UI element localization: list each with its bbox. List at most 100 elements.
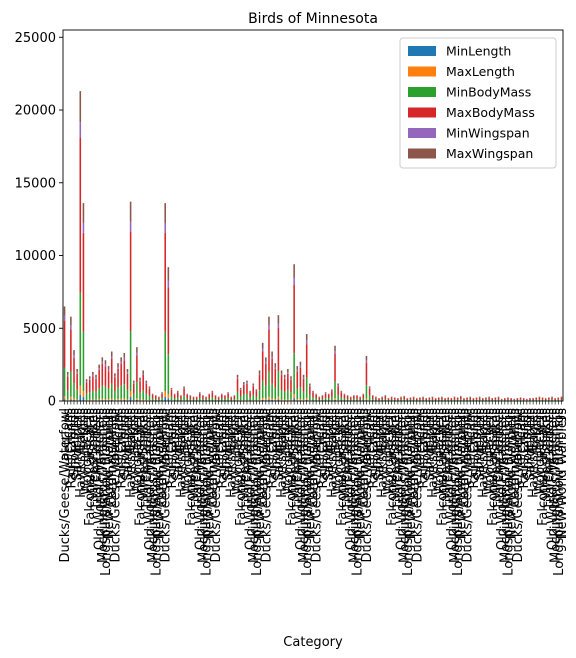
bar-segment-maxwingspan (76, 368, 78, 373)
x-tick-label: Pelicans (363, 408, 378, 461)
x-tick-label: Hawks/Eagles (527, 408, 542, 498)
bar-segment-maxbodymass (249, 392, 251, 398)
x-tick-label: Tits/Chickadees (442, 408, 457, 511)
x-tick-label: Woodpeckers (281, 408, 296, 495)
x-axis-label: Category (283, 635, 343, 650)
x-tick-label: Vireos/Shrikes (539, 408, 554, 500)
bar-segment-maxbodymass (239, 389, 242, 397)
bar-segment-maxlength (274, 399, 277, 401)
x-tick-label: Tits/Chickadees (542, 408, 557, 511)
bar-segment-maxbodymass (431, 397, 434, 400)
bar-segment-minwingspan (249, 391, 251, 393)
bar-segment-minwingspan (176, 391, 179, 393)
bar-segment-maxbodymass (66, 376, 69, 391)
bar-segment-maxlength (66, 399, 69, 401)
x-tick-label: Cardinals/Allies (307, 408, 322, 508)
bar-segment-maxbodymass (340, 392, 343, 398)
bar-segment-maxwingspan (277, 315, 280, 324)
x-tick-label: Hawks/Eagles (376, 408, 391, 498)
bar-segment-minbodymass (246, 393, 248, 400)
bar-segment-maxwingspan (167, 267, 170, 281)
bar-segment-maxwingspan (202, 395, 204, 396)
bar-segment-maxlength (145, 399, 148, 401)
x-tick-label: Old World Flycatchers (545, 408, 560, 550)
bar-segment-minlength (277, 399, 280, 401)
bar-segment-maxlength (76, 399, 78, 401)
bar-segment-minbodymass (82, 331, 85, 392)
x-tick-label: Sandpipers (373, 408, 388, 481)
bar-segment-maxbodymass (199, 393, 201, 398)
bar-segment-minbodymass (148, 395, 151, 401)
bar-segment-minbodymass (76, 389, 78, 400)
bar-segment-maxbodymass (192, 397, 195, 400)
bar-segment-minbodymass (469, 399, 472, 401)
x-tick-label: Pelicans (514, 408, 529, 461)
bar-segment-minbodymass (532, 399, 534, 401)
bar-segment-minbodymass (548, 399, 550, 401)
x-tick-label: Falcons/Caracaras (385, 408, 400, 526)
bar-segment-maxbodymass (378, 398, 380, 400)
bar-segment-minbodymass (478, 399, 481, 401)
bar-segment-maxbodymass (315, 394, 317, 399)
bar-segment-maxwingspan (227, 392, 229, 394)
bar-segment-minbodymass (305, 377, 308, 398)
bar-segment-minwingspan (167, 280, 170, 288)
bar-segment-minbodymass (123, 384, 126, 399)
x-tick-label: Rails/Cranes (266, 408, 281, 489)
bar-segment-minlength (70, 399, 72, 401)
bar-segment-minwingspan (170, 389, 173, 390)
x-tick-label: Sandpipers (71, 408, 86, 481)
bar-segment-maxbodymass (532, 398, 534, 400)
bar-segment-maxbodymass (557, 397, 560, 400)
bar-segment-maxbodymass (277, 328, 280, 371)
x-tick-label: New World Warblers (555, 408, 570, 539)
x-tick-label: Cardinals/Allies (407, 408, 422, 508)
bar-segment-minwingspan (312, 391, 314, 393)
x-tick-label: Pelicans (413, 408, 428, 461)
bar-segment-maxbodymass (283, 378, 286, 392)
bar-segment-minbodymass (343, 398, 346, 401)
bar-segment-maxlength (107, 399, 110, 401)
bar-segment-minbodymass (327, 398, 330, 401)
x-tick-label: Vireos/Shrikes (137, 408, 152, 500)
bar-segment-maxbodymass (488, 397, 490, 400)
x-tick-label: Pelicans (61, 408, 76, 461)
bar-segment-minwingspan (76, 372, 78, 374)
bar-segment-maxbodymass (139, 381, 141, 393)
x-tick-label: Mockingbirds/Thrashers (196, 408, 211, 563)
bar-segment-minwingspan (114, 376, 116, 378)
bar-segment-maxbodymass (76, 373, 78, 390)
bar-segment-minwingspan (88, 378, 91, 380)
bar-segment-maxbodymass (381, 397, 383, 400)
bar-segment-maxbodymass (453, 397, 456, 400)
bar-segment-minbodymass (139, 392, 141, 400)
bar-segment-minbodymass (271, 383, 273, 399)
chart-title: Birds of Minnesota (248, 11, 378, 27)
bar-segment-minbodymass (186, 398, 188, 401)
bar-segment-minbodymass (324, 397, 327, 401)
bar-segment-minbodymass (400, 399, 402, 401)
bar-segment-minbodymass (422, 399, 424, 401)
bar-segment-maxbodymass (551, 397, 553, 400)
bar-segment-maxbodymass (170, 389, 173, 397)
bar-segment-minbodymass (92, 390, 94, 400)
bar-segment-minbodymass (390, 399, 393, 401)
bar-segment-minbodymass (321, 398, 324, 401)
legend-label-maxbodymass: MaxBodyMass (446, 105, 535, 120)
bar-segment-maxbodymass (337, 386, 339, 395)
bar-segment-maxlength (293, 394, 295, 399)
bar-segment-maxwingspan (460, 395, 462, 397)
bar-segment-maxlength (334, 398, 336, 400)
bar-segment-minwingspan (63, 315, 66, 321)
bar-segment-maxlength (95, 399, 97, 401)
x-tick-label: Falcons/Caracaras (234, 408, 249, 526)
bar-segment-minbodymass (88, 392, 91, 400)
bar-segment-minlength (129, 397, 132, 401)
bar-segment-minbodymass (299, 387, 302, 400)
bar-segment-maxwingspan (82, 203, 85, 223)
bar-segment-minbodymass (557, 399, 560, 401)
bar-segment-maxbodymass (208, 394, 211, 399)
bar-segment-maxwingspan (302, 374, 305, 378)
bar-segment-maxbodymass (126, 373, 129, 390)
bar-segment-maxbodymass (529, 398, 531, 400)
